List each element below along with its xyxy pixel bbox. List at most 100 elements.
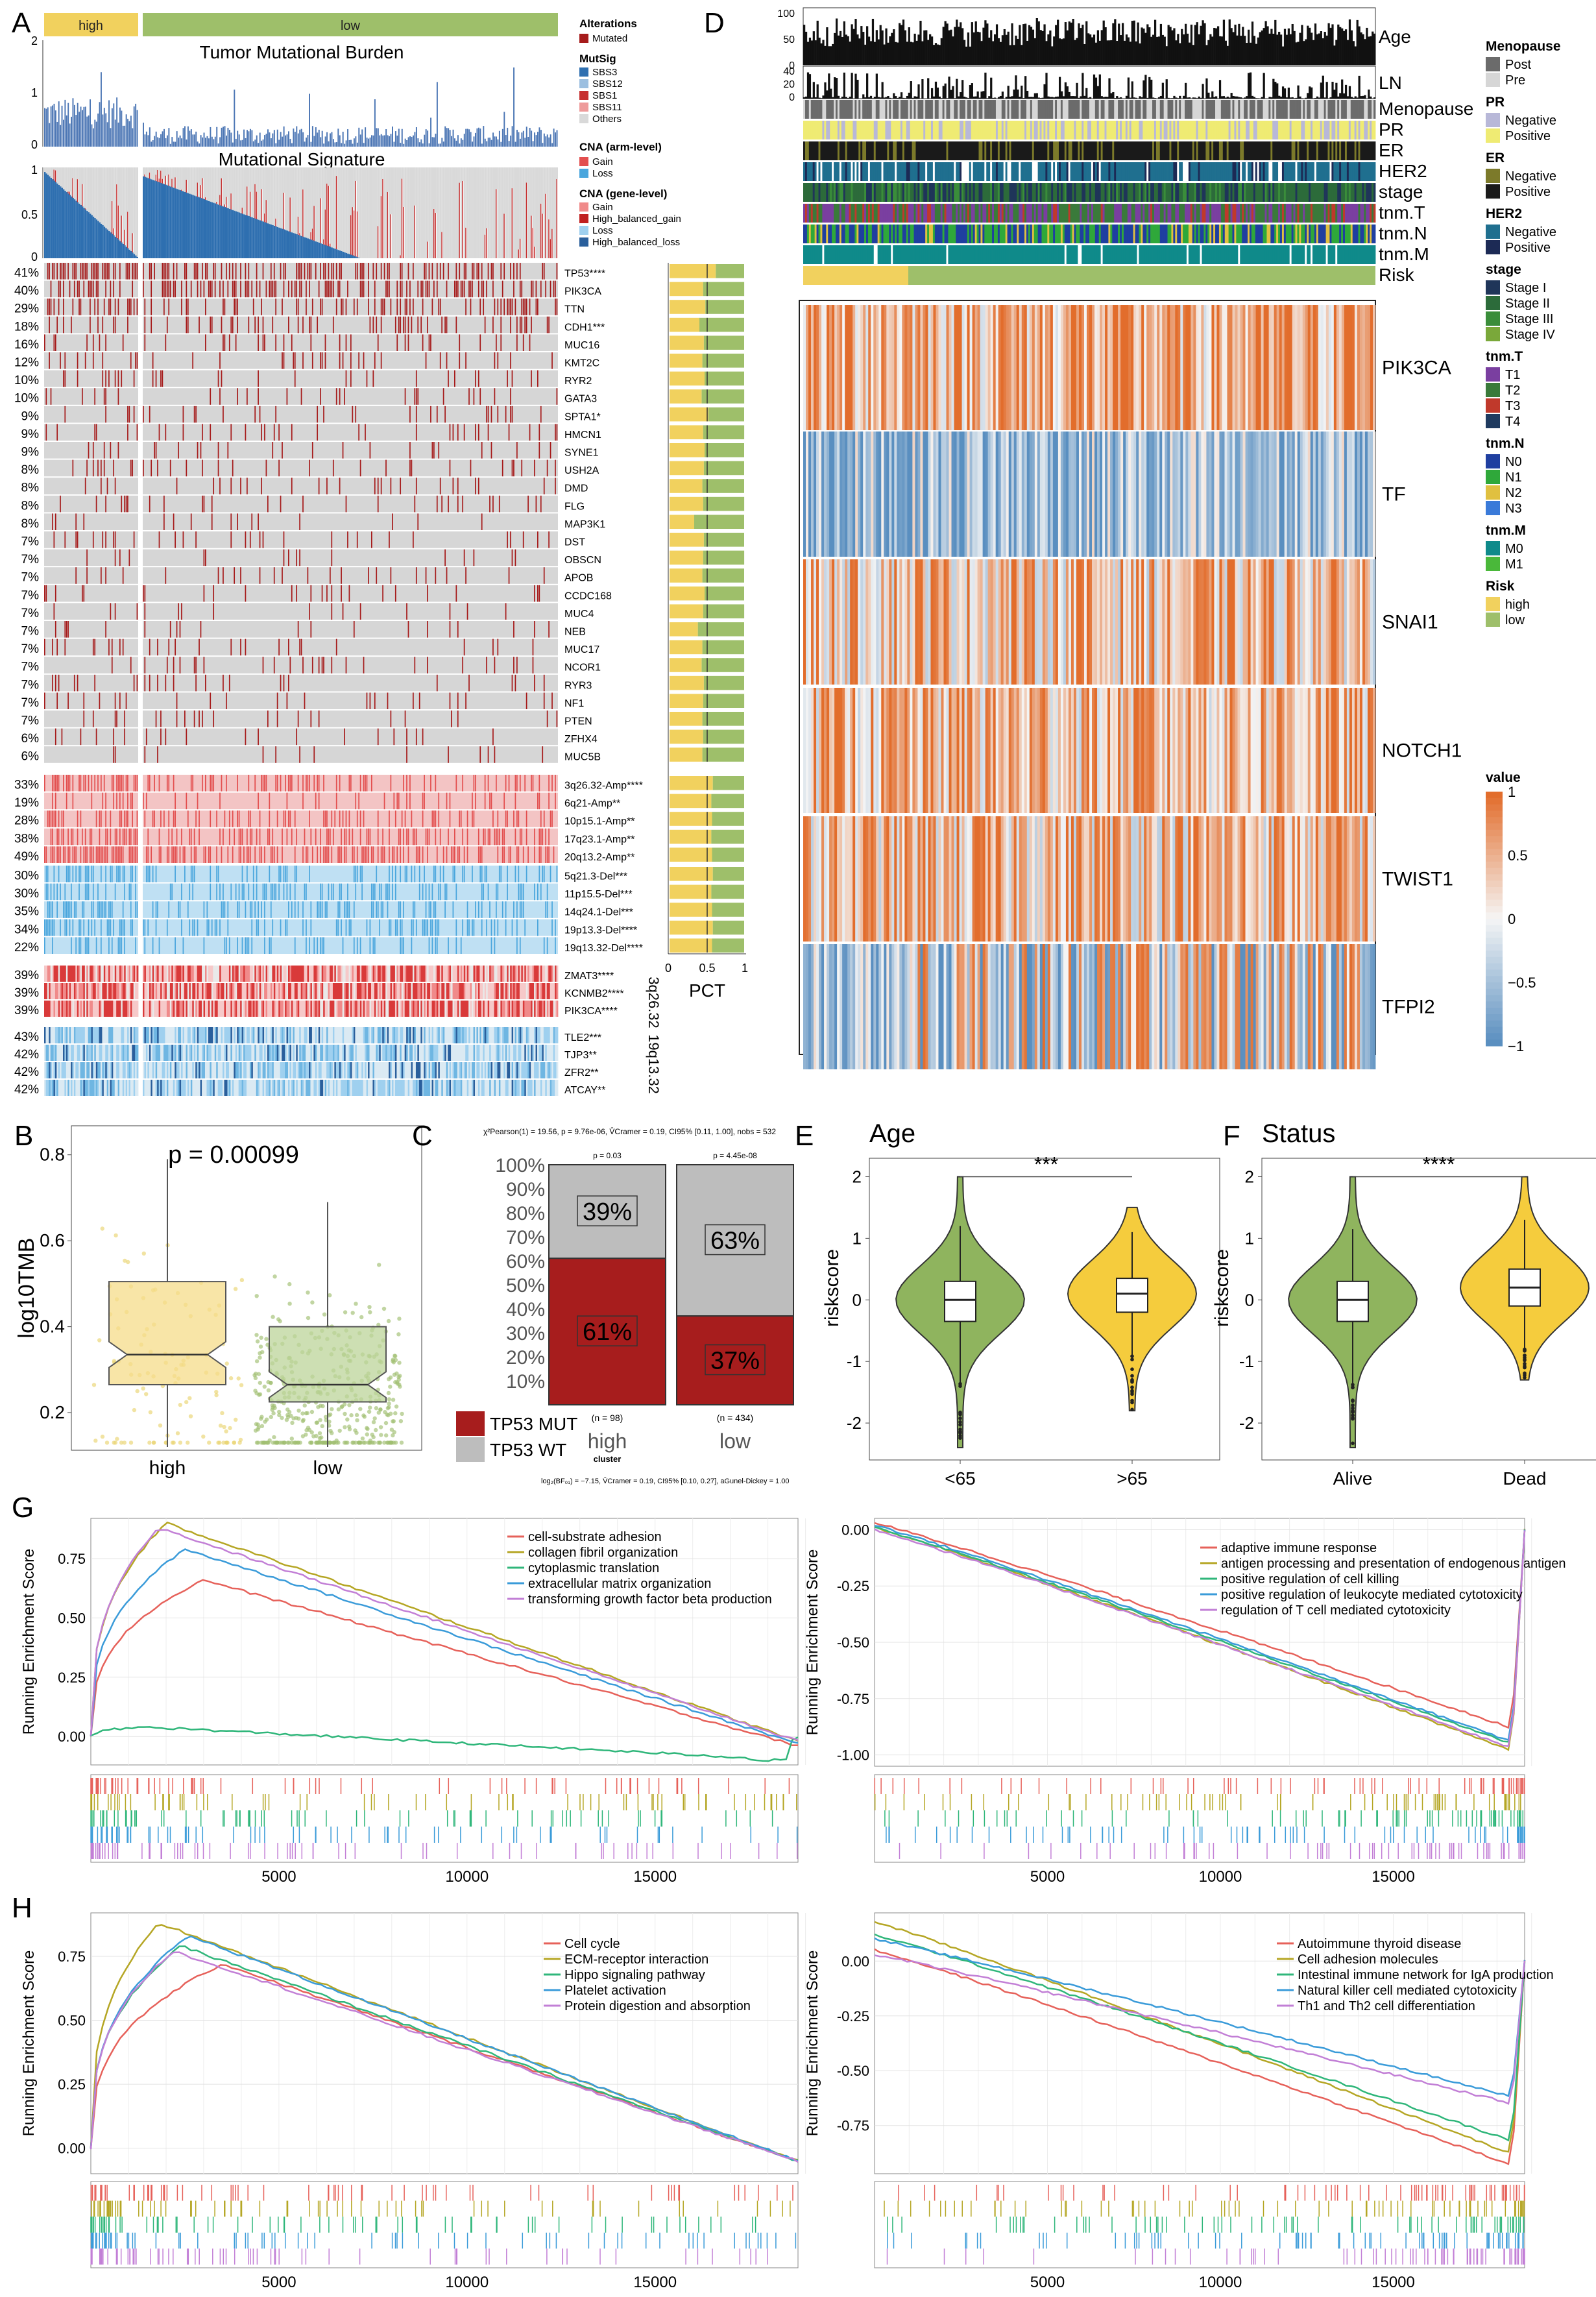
gene-cna-cell — [278, 1027, 281, 1043]
gene-cna-cell — [235, 1045, 237, 1061]
alteration-cell — [94, 388, 96, 405]
row-percent: 9% — [21, 409, 40, 423]
gene-cna-cell — [374, 983, 376, 999]
gene-cna-cell — [133, 966, 136, 982]
gene-cna-cell — [337, 1045, 340, 1061]
signature-sbs3 — [95, 219, 98, 258]
gene-cna-cell — [366, 1027, 369, 1043]
gene-cna-cell — [448, 1045, 450, 1061]
signature-sbs3 — [171, 187, 173, 258]
alteration-cell — [306, 919, 307, 936]
gene-cna-cell — [193, 1062, 196, 1078]
alteration-cell — [442, 866, 444, 882]
alteration-cell — [311, 352, 313, 369]
alteration-cell — [230, 531, 232, 548]
gene-cna-cell — [97, 1062, 99, 1078]
alteration-cell — [396, 334, 398, 351]
row-background — [44, 459, 138, 477]
signature-others — [332, 167, 335, 249]
gene-cna-cell — [259, 966, 261, 982]
gene-cna-cell — [516, 1027, 518, 1043]
gene-cna-cell — [223, 966, 224, 982]
gene-cna-cell — [47, 1001, 49, 1017]
alteration-cell — [496, 883, 497, 901]
gene-cna-cell — [259, 1045, 261, 1061]
gene-cna-cell — [58, 1045, 60, 1061]
gene-cna-cell — [363, 983, 365, 999]
tmb-bar — [540, 130, 542, 147]
alteration-cell — [341, 846, 342, 863]
alteration-cell — [317, 775, 319, 792]
row-background — [143, 567, 558, 584]
gene-cna-cell — [414, 966, 417, 982]
tmb-bar — [52, 105, 54, 147]
alteration-cell — [363, 263, 365, 280]
alteration-cell — [125, 495, 127, 513]
alteration-cell — [86, 263, 88, 280]
alteration-cell — [409, 459, 411, 477]
gene-cna-cell — [289, 1027, 292, 1043]
signature-others — [313, 167, 315, 206]
alteration-cell — [389, 919, 390, 936]
alteration-cell — [431, 263, 433, 280]
signature-others — [490, 167, 493, 258]
alteration-cell — [262, 263, 264, 280]
gene-cna-cell — [387, 966, 389, 982]
row-percent: 8% — [21, 499, 40, 513]
gene-cna-cell — [459, 1001, 461, 1017]
gene-cna-cell — [452, 1001, 455, 1017]
alteration-cell — [546, 316, 548, 334]
gene-cna-cell — [152, 966, 154, 982]
alteration-cell — [369, 442, 371, 459]
gene-cna-cell — [538, 1001, 541, 1017]
alteration-cell — [158, 531, 160, 548]
signature-others — [157, 167, 159, 170]
tmb-bar — [489, 138, 491, 147]
gene-cna-cell — [105, 1045, 108, 1061]
gene-cna-cell — [264, 1027, 266, 1043]
alteration-cell — [143, 280, 144, 298]
gene-cna-cell — [63, 1045, 65, 1061]
signature-tick: 0 — [31, 250, 38, 263]
signature-sbs3 — [291, 232, 293, 258]
alteration-cell — [377, 810, 379, 827]
alteration-cell — [403, 828, 404, 845]
alteration-cell — [519, 263, 521, 280]
alteration-cell — [503, 792, 505, 810]
alteration-cell — [166, 316, 168, 334]
gene-cna-cell — [168, 1045, 171, 1061]
signature-others — [317, 167, 319, 243]
alteration-cell — [63, 298, 64, 315]
gene-cna-cell — [556, 966, 559, 982]
alteration-cell — [505, 810, 507, 827]
gene-cna-cell — [234, 1045, 236, 1061]
gene-cna-cell — [52, 1045, 54, 1061]
alteration-cell — [390, 775, 392, 792]
tmb-bar — [535, 135, 537, 147]
gene-cna-cell — [217, 966, 220, 982]
alteration-cell — [468, 280, 470, 298]
alteration-cell — [299, 746, 300, 763]
alteration-cell — [77, 674, 79, 692]
signature-sbs3 — [310, 239, 312, 258]
alteration-cell — [63, 280, 64, 298]
gene-cna-cell — [321, 966, 324, 982]
gene-cna-cell — [297, 1027, 300, 1043]
gene-cna-cell — [49, 1027, 51, 1043]
alteration-cell — [490, 406, 492, 423]
gene-cna-cell — [455, 1027, 458, 1043]
alteration-cell — [149, 406, 151, 423]
gene-cna-cell — [500, 983, 503, 999]
alteration-cell — [52, 513, 53, 530]
tmb-bar — [145, 131, 147, 147]
signature-sbs3 — [73, 199, 76, 258]
gene-cna-cell — [490, 983, 493, 999]
alteration-cell — [428, 883, 430, 901]
alteration-cell — [97, 901, 99, 918]
alteration-cell — [382, 846, 383, 863]
row-background — [44, 549, 138, 566]
tmb-bar — [144, 134, 146, 147]
gene-cna-cell — [505, 1001, 507, 1017]
alteration-cell — [193, 828, 195, 845]
tmb-bar — [358, 127, 360, 147]
